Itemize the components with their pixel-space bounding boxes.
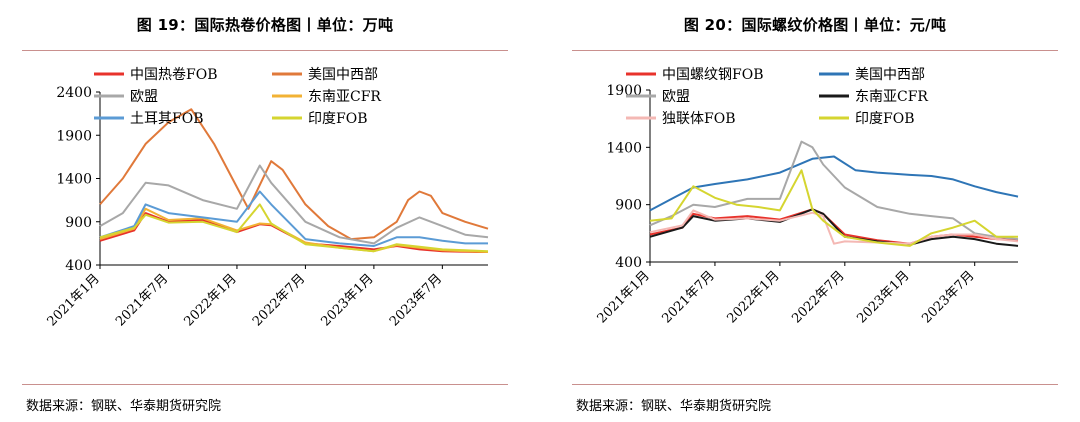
x-tick-label: 2022年1月 [182,271,240,329]
legend-label: 中国螺纹钢FOB [662,67,763,83]
y-tick-label: 900 [615,198,642,214]
series-line [649,209,1019,245]
series-line [649,155,1019,212]
series-line [99,207,489,253]
chart-title: 图 20：国际螺纹价格图丨单位：元/吨 [683,16,947,34]
x-tick-label: 2022年7月 [789,268,847,326]
x-tick-label: 2021年7月 [113,271,171,329]
x-tick-label: 2021年1月 [595,268,653,326]
x-tick-label: 2021年7月 [660,268,718,326]
legend-label: 东南亚CFR [855,89,928,105]
y-tick-label: 400 [65,258,92,274]
source-rule [22,384,508,385]
series-line [99,203,489,253]
y-tick-label: 1400 [606,140,642,156]
legend-label: 独联体FOB [662,111,735,127]
series-line [649,169,1018,247]
title-rule [22,50,508,51]
legend-label: 美国中西部 [308,67,378,83]
data-source: 数据来源：钢联、华泰期货研究院 [26,399,222,414]
y-tick-label: 400 [615,255,642,271]
x-tick-label: 2023年7月 [387,271,445,329]
x-tick-label: 2023年1月 [318,271,376,329]
x-tick-label: 2021年1月 [45,271,103,329]
series-line [649,140,1019,241]
series-line [99,190,488,247]
x-tick-label: 2023年1月 [854,268,912,326]
series-line [99,164,489,245]
source-rule [572,384,1058,385]
series-line [99,108,489,241]
legend-label: 印度FOB [855,111,914,127]
chart-panel-rebar: 图 20：国际螺纹价格图丨单位：元/吨 400 900 1400 1900 2021年1… [550,0,1080,422]
y-tick-label: 900 [65,215,92,231]
legend-label: 美国中西部 [855,67,925,83]
legend-label: 欧盟 [130,89,158,105]
legend-label: 东南亚CFR [308,89,381,105]
data-source: 数据来源：钢联、华泰期货研究院 [576,399,772,414]
series-line [649,208,1019,247]
legend-label: 土耳其FOB [130,111,203,127]
chart-title: 图 19：国际热卷价格图丨单位：万吨 [136,16,394,34]
x-tick-label: 2023年7月 [919,268,977,326]
x-tick-label: 2022年7月 [250,271,308,329]
chart-panel-hot-coil: 图 19：国际热卷价格图丨单位：万吨 400 900 1400 1900 2400 202… [0,0,530,422]
y-tick-label: 1400 [56,172,92,188]
legend-label: 欧盟 [662,89,690,105]
y-tick-label: 2400 [56,85,92,101]
x-tick-label: 2022年1月 [724,268,782,326]
legend-label: 印度FOB [308,111,367,127]
title-rule [572,50,1058,51]
legend-label: 中国热卷FOB [130,67,217,83]
y-tick-label: 1900 [56,128,92,144]
